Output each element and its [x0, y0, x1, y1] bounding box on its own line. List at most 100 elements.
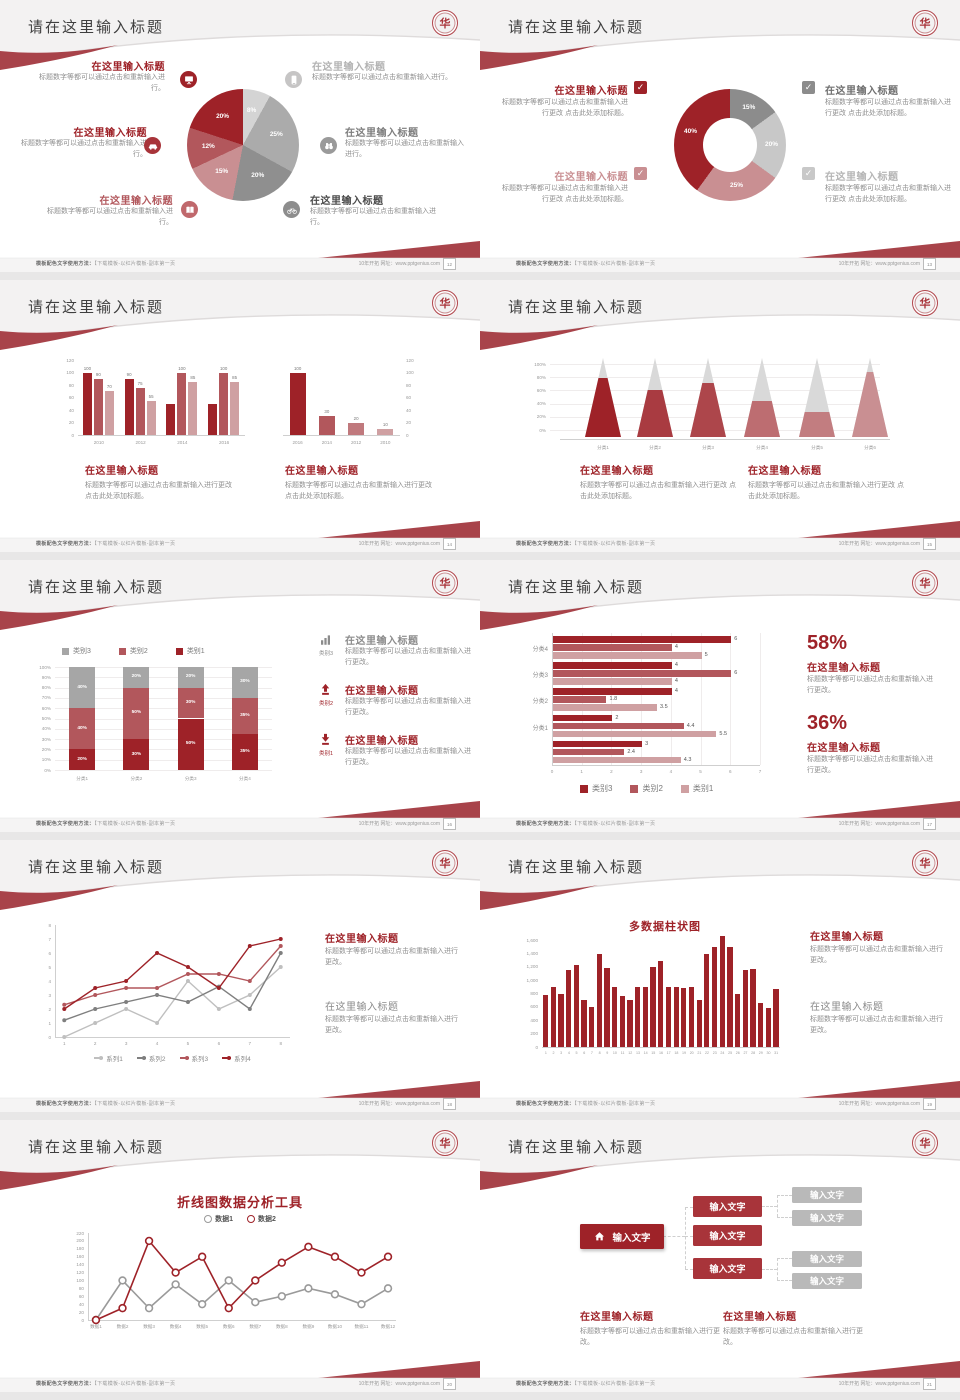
checkbox-icon: ✓ — [634, 81, 647, 94]
school-seal-logo: 华 — [912, 290, 938, 316]
slide-page-21[interactable]: 请在这里输入标题 华模板配色文字使用方法：【下载模板-以红片模板-副本第一页 10年… — [480, 1120, 960, 1400]
bar — [188, 381, 198, 435]
tree-mid-box[interactable]: 输入文字 — [693, 1258, 762, 1279]
tree-mid-box[interactable]: 输入文字 — [693, 1225, 762, 1246]
axis-tick: 100 — [66, 370, 74, 375]
bar — [681, 988, 687, 1047]
axis-tick: 分类4 — [756, 445, 768, 450]
bar — [348, 422, 365, 435]
slide-page-16[interactable]: 请在这里输入标题 华模板配色文字使用方法：【下载模板-以红片模板-副本第一页 10年… — [0, 560, 480, 840]
slide-page-18[interactable]: 请在这里输入标题 华模板配色文字使用方法：【下载模板-以红片模板-副本第一页 10年… — [0, 840, 480, 1120]
axis-tick: 40 — [68, 407, 74, 413]
tree-leaf-box[interactable]: 输入文字 — [792, 1210, 862, 1226]
bar — [604, 968, 610, 1047]
slide-title: 请在这里输入标题 — [508, 299, 645, 316]
footer-left-text: 模板配色文字使用方法：【下载模板-以红片模板-副本第一页 — [36, 821, 176, 827]
page-number: 16 — [443, 818, 456, 830]
stacked-bar-segment — [123, 739, 150, 770]
slide-page-12[interactable]: 请在这里输入标题 华模板配色文字使用方法：【下载模板-以红片模板-副本第一页 10年… — [0, 0, 480, 280]
axis-tick: 7 — [248, 1041, 252, 1046]
gridline — [55, 708, 272, 710]
bar — [589, 1006, 595, 1047]
section-body: 标题数字等都可以通过点击和重新输入进行。 — [47, 208, 173, 227]
legend-label: 数据2 — [258, 1216, 276, 1223]
slide-page-20[interactable]: 请在这里输入标题 华模板配色文字使用方法：【下载模板-以红片模板-副本第一页 10年… — [0, 1120, 480, 1400]
axis-tick: 5 — [575, 1051, 578, 1055]
legend-label: 系列3 — [191, 1056, 209, 1063]
axis-tick: 120 — [406, 357, 414, 363]
school-seal-logo: 华 — [432, 1130, 458, 1156]
axis-tick: 7 — [48, 936, 51, 942]
axis-tick: 800 — [530, 991, 538, 996]
slide-title: 请在这里输入标题 — [28, 579, 165, 596]
axis-tick: 8 — [598, 1051, 601, 1055]
bar — [553, 636, 732, 643]
tree-leaf-box[interactable]: 输入文字 — [792, 1251, 862, 1267]
legend-label: 类别3 — [592, 784, 613, 793]
stacked-bar-segment — [177, 687, 204, 719]
axis-tick: 20 — [406, 420, 412, 425]
tree-mid-box[interactable]: 输入文字 — [693, 1196, 762, 1217]
section-body: 标题数字等都可以通过点击和重新输入进行更改 点击此处添加标题。 — [825, 185, 951, 204]
bar — [553, 756, 681, 764]
y-axis — [55, 925, 56, 1037]
axis-tick: 30% — [41, 736, 51, 742]
section-title: 在这里输入标题 — [810, 1002, 884, 1013]
slide-page-17[interactable]: 请在这里输入标题 华模板配色文字使用方法：【下载模板-以红片模板-副本第一页 10年… — [480, 560, 960, 840]
bar — [219, 372, 229, 435]
tree-leaf-box[interactable]: 输入文字 — [792, 1187, 862, 1203]
bar — [627, 1000, 633, 1047]
footer-left-text: 模板配色文字使用方法：【下载模板-以红片模板-副本第一页 — [36, 1101, 176, 1107]
stacked-bar-segment — [69, 749, 96, 770]
section-body: 标题数字等都可以通过点击和重新输入进行。 — [39, 74, 165, 93]
chart-legend: 类别3 类别2 类别1 — [62, 646, 272, 656]
legend-item: 数据1 — [204, 1214, 233, 1224]
slide-page-13[interactable]: 请在这里输入标题 华模板配色文字使用方法：【下载模板-以红片模板-副本第一页 10年… — [480, 0, 960, 280]
axis-tick: 分类4 — [239, 776, 251, 781]
axis-tick: 2 — [48, 1006, 51, 1012]
axis-tick: 6 — [217, 1041, 221, 1046]
axis-tick: 100% — [39, 664, 51, 670]
bar-value-label: 3.5 — [660, 704, 668, 711]
legend-marker — [247, 1215, 255, 1223]
bar-value-label: 4 — [674, 662, 678, 669]
segment-label: 30% — [185, 700, 196, 706]
section-body: 标题数字等都可以通过点击和重新输入进行更改 点击此处添加标题。 — [85, 482, 232, 501]
footer-left-text: 模板配色文字使用方法：【下载模板-以红片模板-副本第一页 — [516, 1101, 656, 1107]
pie-slice-label: 8% — [246, 107, 257, 115]
bar-value-label: 10 — [382, 421, 388, 427]
axis-tick: 40% — [536, 401, 546, 407]
stacked-bar-segment — [123, 687, 150, 740]
bar — [696, 1000, 702, 1047]
legend-item: 类别1 — [680, 783, 713, 794]
slide-title: 请在这里输入标题 — [508, 19, 645, 36]
arrow-down-icon — [318, 732, 333, 747]
gridline — [55, 667, 272, 668]
connector — [663, 1236, 685, 1237]
axis-tick: 1,000 — [526, 977, 539, 983]
section-body: 标题数字等都可以通过点击和重新输入进行更改。 — [723, 1328, 863, 1347]
line-chart — [62, 937, 283, 1039]
pie-slice-label: 12% — [201, 143, 215, 151]
slide-page-15[interactable]: 请在这里输入标题 华模板配色文字使用方法：【下载模板-以红片模板-副本第一页 10年… — [480, 280, 960, 560]
axis-tick: 23 — [712, 1051, 717, 1055]
bar — [230, 381, 240, 435]
axis-tick: 1,400 — [526, 950, 539, 956]
slide-page-14[interactable]: 请在这里输入标题 华模板配色文字使用方法：【下载模板-以红片模板-副本第一页 10年… — [0, 280, 480, 560]
axis-tick: 15 — [651, 1051, 656, 1055]
axis-tick: 29 — [758, 1051, 763, 1055]
slide-page-19[interactable]: 请在这里输入标题 华模板配色文字使用方法：【下载模板-以红片模板-副本第一页 10年… — [480, 840, 960, 1120]
page-number: 14 — [443, 538, 456, 550]
gridline — [700, 633, 702, 765]
bar-value-label: 1.8 — [609, 696, 618, 703]
segment-label: 35% — [240, 712, 250, 718]
bar — [553, 696, 607, 703]
gridline — [55, 718, 272, 720]
tree-leaf-box[interactable]: 输入文字 — [792, 1273, 862, 1289]
gridline — [55, 677, 272, 679]
section-title: 在这里输入标题 — [723, 1312, 797, 1323]
tree-root-box[interactable]: 输入文字 — [580, 1224, 664, 1249]
axis-tick: 100% — [534, 361, 546, 367]
connector — [777, 1195, 792, 1196]
axis-tick: 6 — [48, 950, 51, 956]
